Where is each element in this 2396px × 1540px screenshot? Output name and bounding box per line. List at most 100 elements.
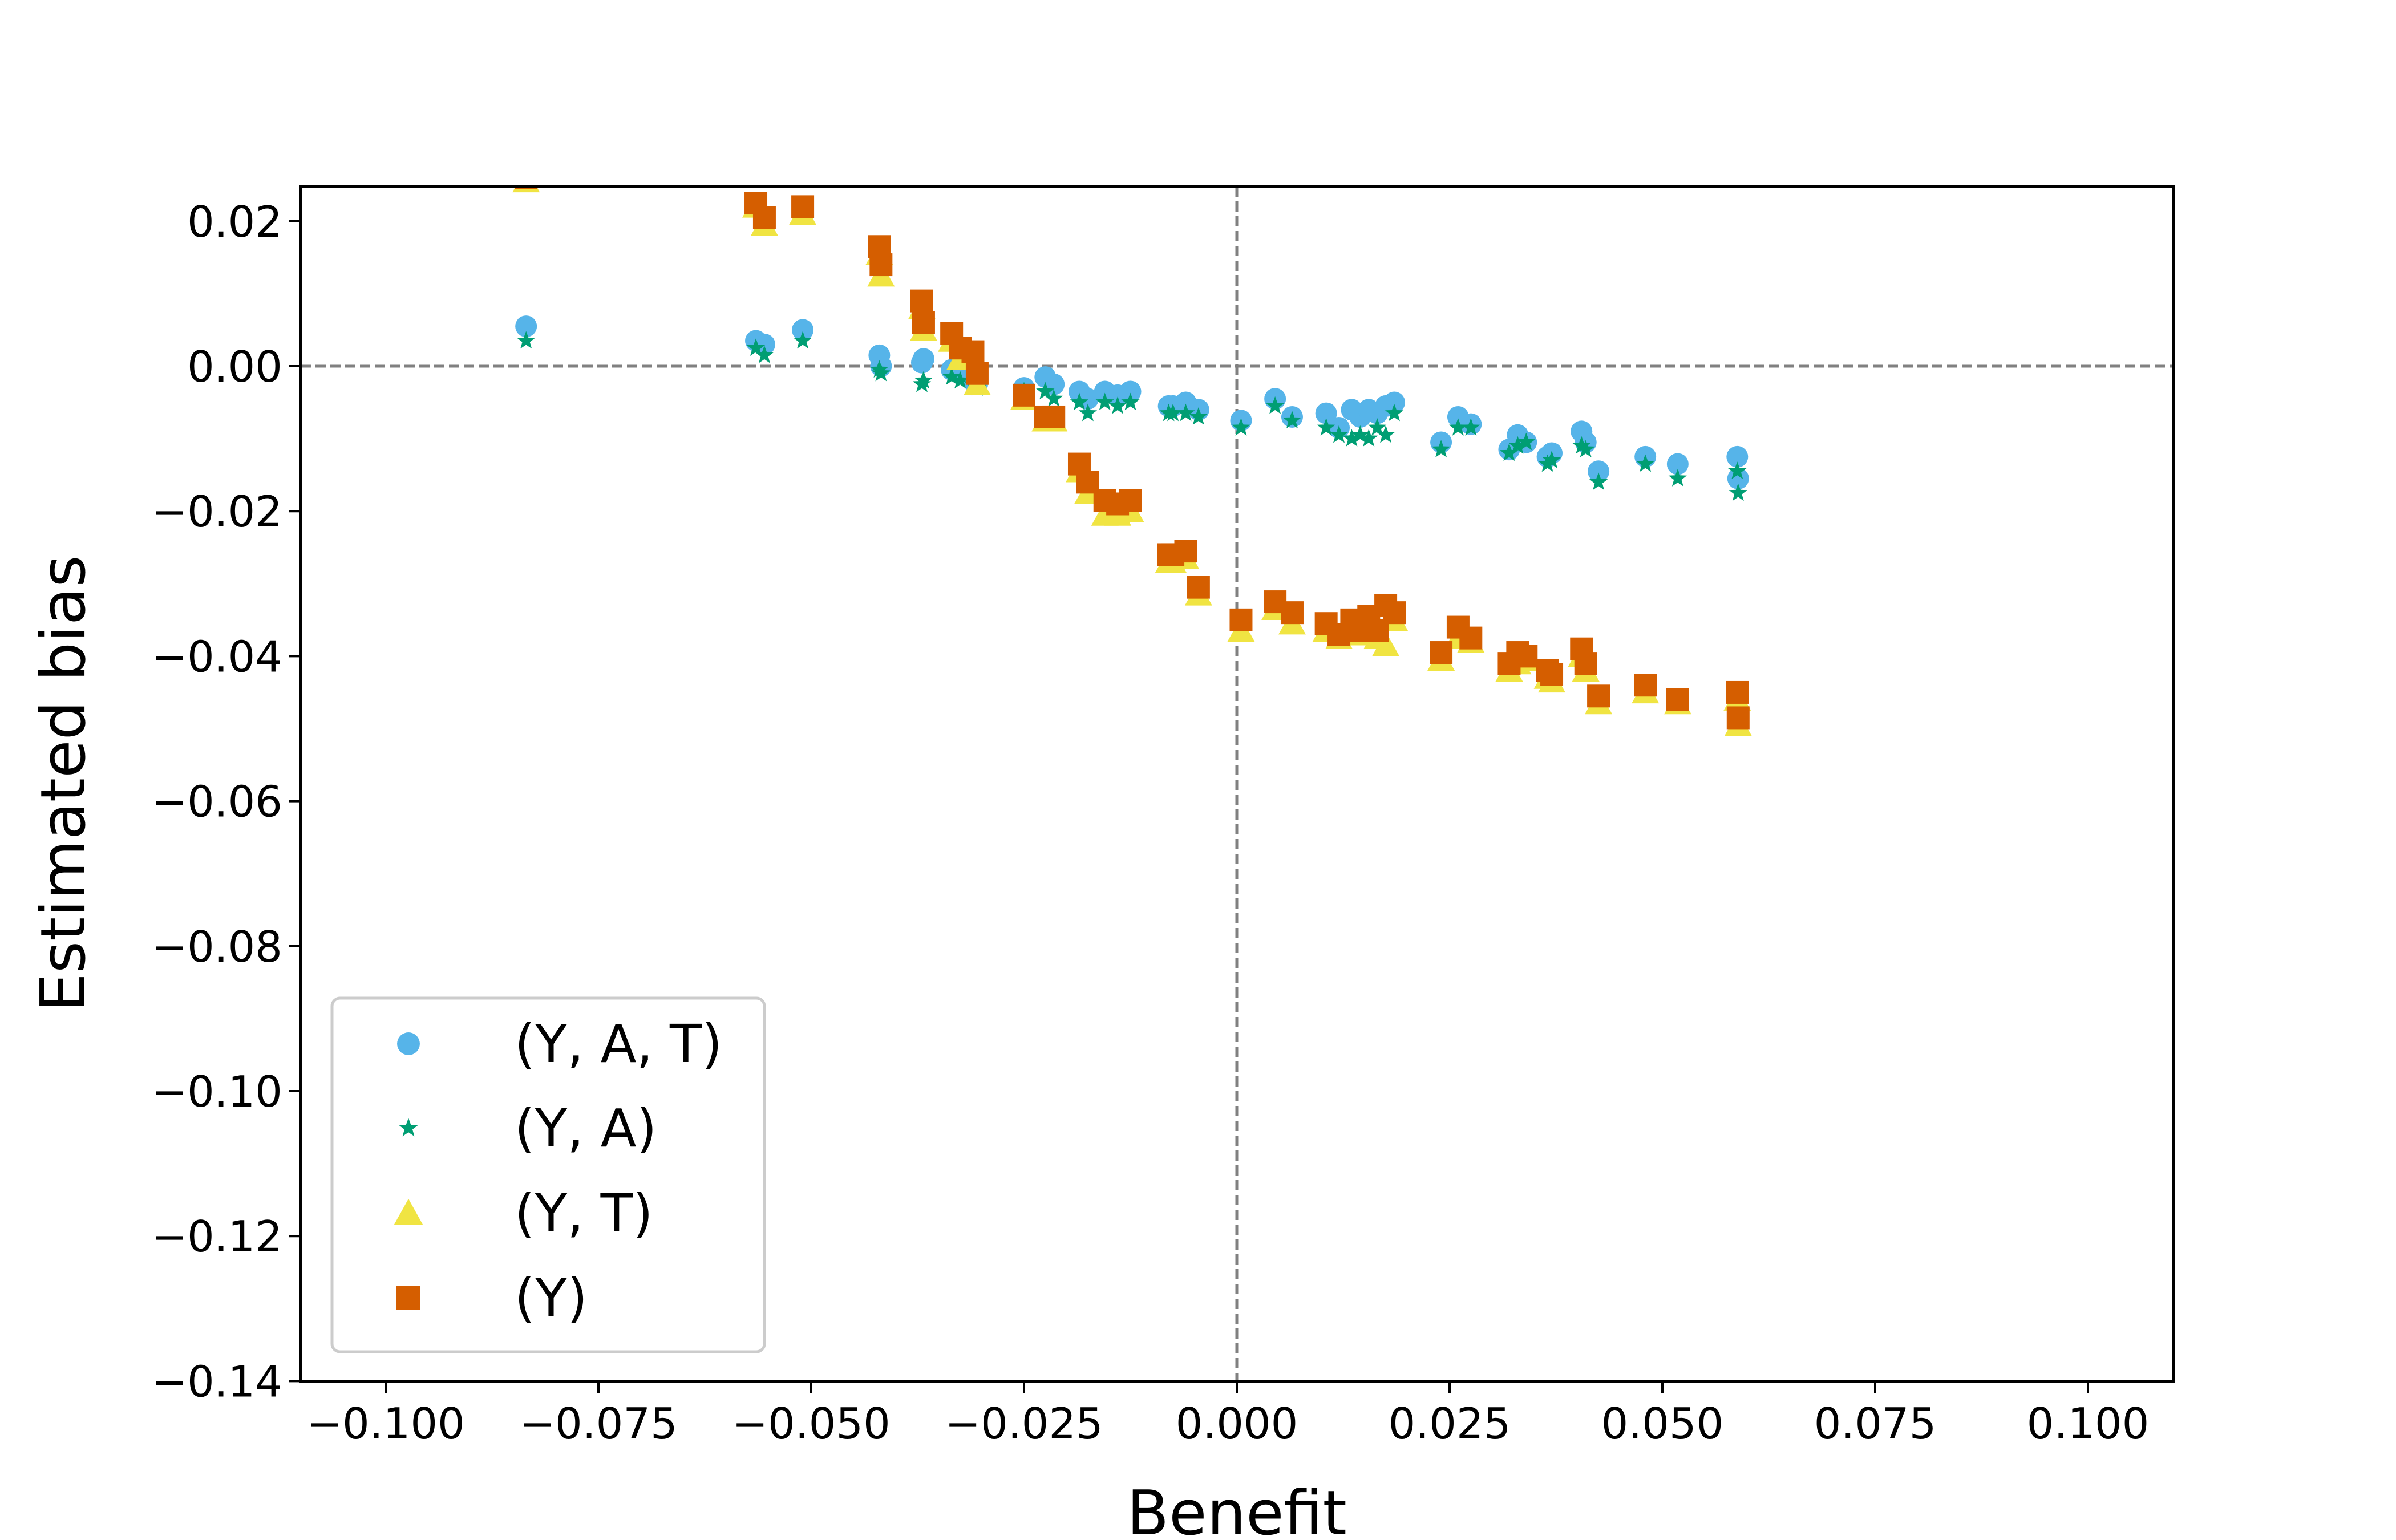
data-point — [1174, 540, 1197, 563]
data-point — [1108, 396, 1127, 414]
data-point — [1119, 380, 1142, 403]
data-point — [872, 363, 891, 382]
data-point — [1045, 389, 1063, 407]
x-tick-label: 0.000 — [1176, 1399, 1298, 1449]
data-point — [1176, 403, 1195, 422]
legend-label: (Y, A) — [515, 1098, 657, 1159]
data-point — [1036, 382, 1055, 400]
data-point — [912, 311, 935, 334]
data-point — [517, 331, 536, 349]
data-point — [791, 195, 815, 218]
data-point — [1232, 418, 1250, 436]
x-tick-label: −0.050 — [732, 1399, 891, 1449]
data-point — [1729, 483, 1747, 501]
data-point — [1280, 601, 1304, 625]
data-point — [1576, 440, 1595, 457]
y-tick-label: 0.00 — [187, 342, 282, 392]
data-point — [1042, 405, 1066, 428]
data-point — [792, 319, 814, 341]
data-point — [910, 289, 933, 313]
data-point — [1542, 451, 1561, 468]
data-point — [942, 367, 961, 385]
legend-box — [330, 996, 766, 1353]
data-point — [1376, 425, 1395, 443]
data-point — [1351, 425, 1370, 443]
data-point — [912, 348, 934, 370]
data-point — [1189, 407, 1208, 425]
data-point — [1668, 469, 1687, 487]
y-tick-label: −0.08 — [151, 922, 282, 972]
data-point — [1517, 432, 1536, 451]
data-point — [1508, 436, 1527, 454]
data-point — [793, 331, 812, 349]
data-point — [1588, 460, 1610, 483]
data-point — [1448, 418, 1468, 436]
x-tick-label: 0.075 — [1814, 1399, 1937, 1449]
data-point — [1383, 391, 1406, 414]
data-point — [914, 371, 933, 389]
data-point — [1372, 631, 1400, 656]
data-point — [746, 338, 766, 356]
data-point — [1726, 706, 1750, 730]
data-point — [1282, 411, 1302, 429]
series-square — [515, 187, 1750, 730]
y-tick-label: −0.10 — [151, 1067, 282, 1117]
data-point — [1589, 472, 1608, 491]
y-tick-label: 0.02 — [187, 197, 282, 247]
data-point — [1368, 418, 1387, 436]
x-axis-ticks: −0.100 −0.075 −0.050 −0.025 0.000 0.025 0.050 0… — [306, 1381, 2149, 1449]
reference-lines — [301, 187, 2174, 1381]
legend-marker-circle — [397, 1032, 420, 1055]
data-point — [1459, 626, 1483, 650]
x-axis-label: Benefit — [1127, 1478, 1347, 1540]
data-point — [1515, 645, 1538, 668]
data-point — [1636, 454, 1655, 472]
data-point — [1078, 403, 1098, 422]
data-point — [1070, 392, 1089, 411]
data-point — [1500, 443, 1519, 461]
data-point — [1538, 454, 1557, 472]
x-tick-label: −0.075 — [519, 1399, 678, 1449]
data-point — [1726, 445, 1749, 468]
data-point — [1119, 489, 1142, 512]
data-point — [1095, 392, 1114, 411]
data-point — [1587, 684, 1610, 708]
data-point — [950, 371, 970, 389]
data-point — [1187, 576, 1210, 599]
data-point — [1666, 453, 1689, 475]
x-tick-label: −0.100 — [306, 1399, 465, 1449]
data-point — [1540, 663, 1564, 686]
y-tick-label: −0.06 — [151, 777, 282, 827]
x-tick-label: 0.025 — [1389, 1399, 1511, 1449]
y-tick-label: −0.12 — [151, 1211, 282, 1262]
data-point — [965, 362, 989, 385]
data-point — [1359, 429, 1378, 447]
data-point — [1726, 680, 1749, 704]
data-point — [869, 253, 893, 277]
y-axis-label: Estimated bias — [28, 556, 99, 1012]
y-tick-label: −0.04 — [151, 631, 282, 682]
data-points — [512, 187, 1752, 736]
data-point — [1342, 429, 1361, 447]
data-point — [1572, 436, 1591, 454]
data-point — [1121, 392, 1140, 411]
y-tick-label: −0.14 — [151, 1356, 282, 1407]
y-tick-label: −0.02 — [151, 487, 282, 537]
data-point — [1574, 652, 1597, 675]
data-point — [1315, 402, 1337, 424]
data-point — [1383, 601, 1406, 625]
legend-label: (Y, T) — [515, 1183, 653, 1244]
x-tick-label: 0.050 — [1601, 1399, 1724, 1449]
legend-label: (Y) — [515, 1267, 588, 1328]
legend-label: (Y, A, T) — [515, 1014, 722, 1075]
data-point — [961, 340, 985, 363]
data-point — [1163, 403, 1183, 422]
data-point — [752, 206, 776, 229]
data-point — [1229, 608, 1253, 631]
legend-marker-square — [396, 1286, 420, 1310]
data-point — [1728, 461, 1747, 479]
data-point — [515, 315, 537, 338]
x-tick-label: −0.025 — [945, 1399, 1103, 1449]
data-point — [1431, 440, 1451, 457]
